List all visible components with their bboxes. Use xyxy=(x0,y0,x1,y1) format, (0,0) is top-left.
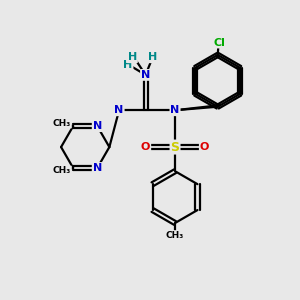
Text: CH₃: CH₃ xyxy=(53,167,71,176)
Text: H: H xyxy=(128,52,137,62)
Text: Cl: Cl xyxy=(213,38,225,47)
Text: N: N xyxy=(93,163,102,173)
Text: O: O xyxy=(141,142,150,152)
Text: H: H xyxy=(123,60,133,70)
Text: O: O xyxy=(200,142,209,152)
Text: N: N xyxy=(141,70,150,80)
Text: N: N xyxy=(170,105,180,115)
Text: CH₃: CH₃ xyxy=(53,119,71,128)
Text: H: H xyxy=(148,52,158,62)
Text: CH₃: CH₃ xyxy=(166,231,184,240)
Text: S: S xyxy=(170,141,179,154)
Text: N: N xyxy=(115,105,124,115)
Text: N: N xyxy=(93,121,102,131)
